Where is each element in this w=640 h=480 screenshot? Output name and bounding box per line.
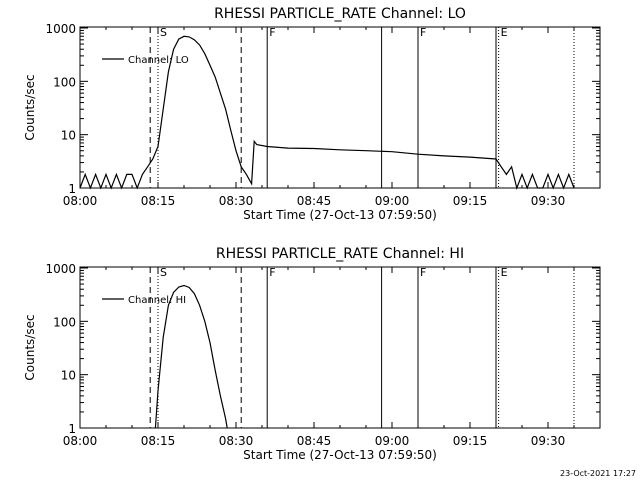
x-tick-label: 09:15 bbox=[453, 194, 488, 208]
x-tick-label: 08:15 bbox=[141, 194, 176, 208]
event-marker-label: F bbox=[269, 266, 275, 279]
y-tick-label: 1000 bbox=[45, 262, 76, 276]
chart-title: RHESSI PARTICLE_RATE Channel: LO bbox=[214, 6, 466, 22]
y-tick-label: 100 bbox=[53, 75, 76, 89]
event-marker-label: E bbox=[501, 26, 508, 39]
x-axis-label: Start Time (27-Oct-13 07:59:50) bbox=[243, 208, 437, 222]
event-marker-label: S bbox=[160, 266, 167, 279]
x-axis-label: Start Time (27-Oct-13 07:59:50) bbox=[243, 448, 437, 462]
event-marker-label: S bbox=[160, 26, 167, 39]
legend-label: Channel: LO bbox=[128, 55, 189, 66]
y-tick-label: 100 bbox=[53, 315, 76, 329]
x-tick-label: 08:30 bbox=[219, 194, 254, 208]
footer-timestamp: 23-Oct-2021 17:27 bbox=[560, 469, 636, 478]
x-tick-label: 08:30 bbox=[219, 434, 254, 448]
y-axis-label: Counts/sec bbox=[23, 314, 37, 380]
event-marker-label: F bbox=[269, 26, 275, 39]
x-tick-label: 09:30 bbox=[531, 434, 566, 448]
x-tick-label: 08:45 bbox=[297, 434, 332, 448]
x-tick-label: 08:15 bbox=[141, 434, 176, 448]
x-tick-label: 09:15 bbox=[453, 434, 488, 448]
legend-label: Channel: HI bbox=[128, 295, 186, 306]
event-marker-label: F bbox=[420, 266, 426, 279]
lo-channel-panel: RHESSI PARTICLE_RATE Channel: LO 08:00 08:… bbox=[23, 6, 601, 222]
chart-title: RHESSI PARTICLE_RATE Channel: HI bbox=[216, 246, 464, 262]
y-tick-label: 1000 bbox=[45, 22, 76, 36]
y-tick-label: 1 bbox=[68, 422, 76, 436]
hi-channel-panel: RHESSI PARTICLE_RATE Channel: HI 08:00 08:… bbox=[23, 246, 601, 462]
series-line bbox=[154, 284, 228, 429]
event-marker-label: F bbox=[420, 26, 426, 39]
x-tick-label: 08:45 bbox=[297, 194, 332, 208]
series-line bbox=[79, 35, 575, 191]
x-tick-label: 08:00 bbox=[63, 434, 98, 448]
event-marker-label: E bbox=[501, 266, 508, 279]
y-axis-label: Counts/sec bbox=[23, 74, 37, 140]
y-tick-label: 10 bbox=[61, 129, 76, 143]
x-tick-label: 09:30 bbox=[531, 194, 566, 208]
y-tick-label: 1 bbox=[68, 182, 76, 196]
x-tick-label: 08:00 bbox=[63, 194, 98, 208]
x-tick-label: 09:00 bbox=[375, 194, 410, 208]
y-tick-label: 10 bbox=[61, 369, 76, 383]
x-tick-label: 09:00 bbox=[375, 434, 410, 448]
